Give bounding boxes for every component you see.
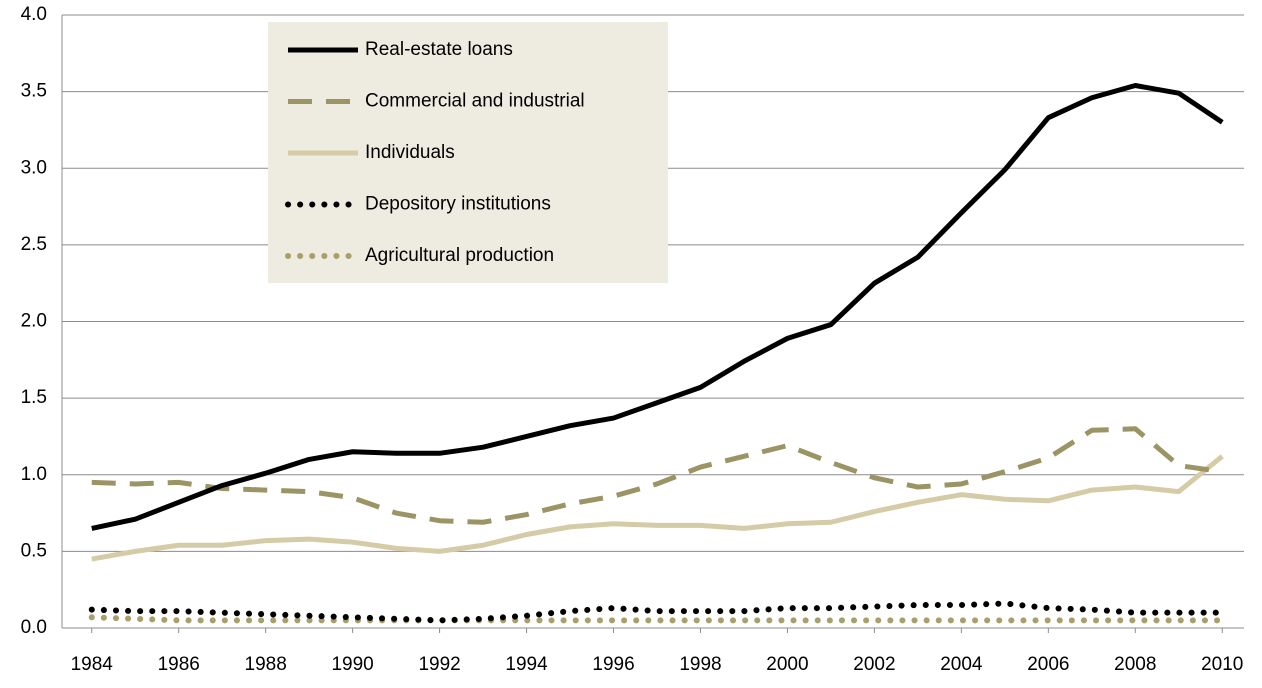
y-tick-label: 2.0 [21,311,47,332]
x-tick-label: 2000 [766,654,808,675]
y-tick-label: 3.0 [21,157,47,178]
y-tick-label: 4.0 [21,4,47,25]
series-line [91,426,1223,525]
legend-label: Individuals [365,142,455,163]
y-tick-label: 1.0 [21,464,47,485]
x-tick-label: 1992 [418,654,460,675]
x-tick-label: 1990 [331,654,373,675]
legend-label: Real-estate loans [365,39,513,60]
x-tick-label: 1998 [679,654,721,675]
x-tick-label: 2010 [1201,654,1243,675]
y-tick-label: 1.5 [21,387,47,408]
series-line [88,600,1226,624]
y-tick-label: 0.0 [21,617,47,638]
x-tick-label: 2002 [853,654,895,675]
legend-label: Depository institutions [365,194,551,215]
series-line [88,614,1226,624]
series-line [91,82,1224,531]
x-tick-label: 2004 [940,654,983,675]
x-tick-label: 2008 [1114,654,1156,675]
y-tick-label: 0.5 [21,540,47,561]
x-tick-label: 1994 [505,654,548,675]
x-tick-label: 1988 [245,654,287,675]
legend-label: Commercial and industrial [365,91,585,112]
series-line [91,454,1224,562]
y-tick-label: 2.5 [21,234,47,255]
x-tick-label: 2006 [1027,654,1069,675]
x-tick-label: 1996 [592,654,634,675]
y-tick-label: 3.5 [21,81,47,102]
x-tick-label: 1984 [71,654,114,675]
x-tick-label: 1986 [158,654,200,675]
legend-label: Agricultural production [365,245,554,266]
